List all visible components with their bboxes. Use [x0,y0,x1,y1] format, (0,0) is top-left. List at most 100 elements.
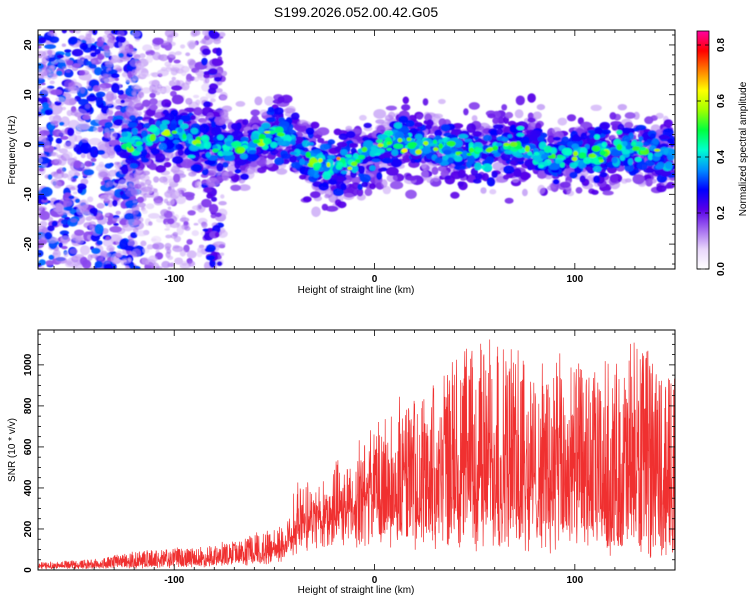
heatmap-cell [474,173,483,180]
heatmap-cell [145,203,155,210]
heatmap-cell [148,255,158,263]
heatmap-cell [164,61,172,67]
heatmap-cell [106,220,113,226]
heatmap-cell [87,254,93,261]
heatmap-cell [538,164,545,169]
heatmap-cell [51,220,58,227]
heatmap-cell [458,134,469,139]
heatmap-cell [131,248,141,258]
heatmap-cell [119,238,128,250]
heatmap-cell [208,68,218,75]
heatmap-cell [259,109,269,116]
heatmap-cell [474,147,484,153]
heatmap-cell [505,111,514,119]
heatmap-cell [127,183,134,192]
heatmap-cell [240,173,250,180]
heatmap-cell [104,121,113,128]
heatmap-cell [369,183,376,190]
heatmap-cell [397,137,403,143]
heatmap-cell [153,176,160,183]
heatmap-cell [214,88,223,93]
heatmap-cell [290,140,296,146]
heatmap-cell [177,187,187,193]
heatmap-cell [188,171,197,177]
heatmap-cell [609,174,619,183]
heatmap-cell [185,97,193,105]
heatmap-cell [438,98,446,105]
heatmap-cell [342,192,355,201]
heatmap-cell [91,215,100,220]
heatmap-cell [96,240,103,246]
heatmap-cell [105,60,114,68]
heatmap-cell [127,122,138,128]
heatmap-cell [467,155,476,165]
heatmap-cell [99,194,112,202]
heatmap-cell [63,141,76,149]
heatmap-cell [92,30,98,36]
heatmap-cell [74,30,82,34]
heatmap-cell [134,37,141,42]
heatmap-cell [109,226,122,233]
heatmap-cell [70,218,78,223]
heatmap-cell [44,231,53,240]
heatmap-cell [223,155,230,162]
heatmap-cell [96,202,105,209]
heatmap-cell [588,153,597,159]
heatmap-cell [340,170,348,175]
heatmap-cell [104,78,109,83]
heatmap-cell [381,157,393,164]
heatmap-cell [236,147,246,154]
heatmap-cell [299,158,305,166]
heatmap-cell [74,198,81,203]
heatmap-cell [85,37,96,43]
heatmap-cell [152,243,160,250]
heatmap-cell [128,263,135,269]
heatmap-cell [204,77,210,84]
heatmap-cell [88,30,94,33]
heatmap-cell [95,164,108,172]
heatmap-cell [50,178,59,186]
heatmap-cell [146,54,154,63]
heatmap-cell [38,85,42,90]
heatmap-cell [202,30,211,37]
heatmap-cell [195,99,201,106]
heatmap-cell [63,151,73,159]
heatmap-cell [555,159,563,164]
heatmap-cell [274,126,284,134]
heatmap-cell [38,130,50,136]
heatmap-cell [61,106,67,111]
heatmap-cell [105,98,114,106]
heatmap-cell [359,173,372,183]
heatmap-cell [522,188,528,197]
heatmap-cell [414,122,423,128]
heatmap-cell [536,104,546,111]
heatmap-cell [38,37,47,44]
heatmap-cell [256,167,267,174]
heatmap-cell [444,175,451,180]
heatmap-cell [180,158,194,169]
heatmap-cell [83,222,93,229]
heatmap-cell [110,234,123,242]
heatmap-cell [172,245,184,253]
y-tick-label: 10 [23,89,34,101]
heatmap-cell [163,181,168,185]
heatmap-cell [125,106,139,118]
heatmap-cell [468,102,480,110]
heatmap-cell [52,252,59,256]
heatmap-cell [68,37,78,45]
heatmap-cell [359,114,367,121]
heatmap-cell [149,92,156,98]
heatmap-cell [146,244,154,250]
heatmap-cell [160,67,167,72]
heatmap-cell [38,45,42,49]
heatmap-cell [363,122,372,129]
heatmap-cell [208,167,216,173]
heatmap-cell [133,54,141,58]
heatmap-cell [386,174,398,183]
heatmap-cell [496,128,503,135]
heatmap-cell [221,70,228,77]
heatmap-cell [214,231,220,238]
heatmap-cell [179,262,191,269]
heatmap-cell [250,109,260,116]
heatmap-cell [644,116,654,125]
